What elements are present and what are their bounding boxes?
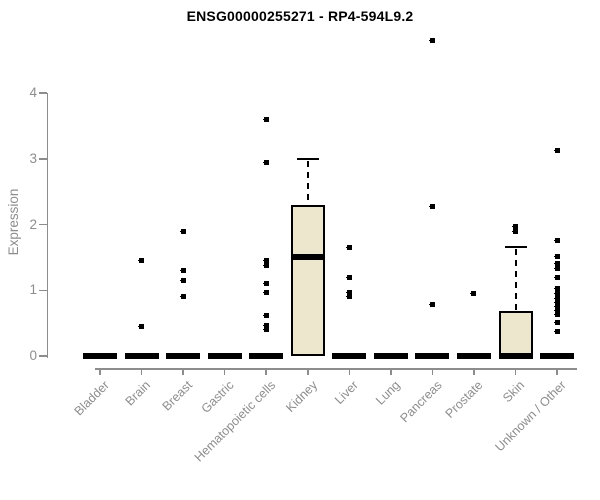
x-tick bbox=[182, 368, 184, 375]
outlier-breast-1 bbox=[180, 268, 186, 274]
outlier-unknown-other-2 bbox=[554, 253, 560, 259]
outlier-unknown-other-9 bbox=[554, 299, 560, 305]
outlier-unknown-other-1 bbox=[554, 238, 560, 244]
chart-title: ENSG00000255271 - RP4-594L9.2 bbox=[186, 8, 414, 24]
outlier-unknown-other-4 bbox=[554, 266, 560, 272]
outlier-hematopoietic-cells-4 bbox=[263, 281, 269, 287]
zero-bar-brain bbox=[124, 353, 159, 359]
x-tick bbox=[514, 368, 517, 375]
outlier-pancreas-1 bbox=[429, 204, 435, 210]
outlier-hematopoietic-cells-0 bbox=[263, 116, 269, 122]
x-axis-label-skin: Skin bbox=[500, 378, 528, 406]
outlier-prostate-0 bbox=[471, 291, 477, 297]
outlier-hematopoietic-cells-7 bbox=[263, 322, 269, 328]
zero-bar-lung bbox=[373, 353, 408, 359]
outlier-brain-1 bbox=[139, 323, 145, 329]
x-tick bbox=[307, 368, 309, 375]
outlier-unknown-other-7 bbox=[554, 291, 560, 297]
outlier-liver-2 bbox=[346, 289, 352, 295]
x-axis-label-prostate: Prostate bbox=[443, 378, 486, 421]
y-tick-label: 4 bbox=[29, 85, 37, 100]
zero-bar-breast bbox=[166, 353, 201, 359]
x-tick bbox=[140, 368, 143, 375]
y-tick-label: 1 bbox=[29, 282, 37, 298]
zero-bar-pancreas bbox=[415, 353, 450, 359]
y-tick bbox=[39, 223, 47, 226]
outlier-hematopoietic-cells-6 bbox=[263, 312, 269, 318]
x-axis-label-hematopoietic-cells: Hematopoietic cells bbox=[191, 378, 279, 465]
x-axis-label-lung: Lung bbox=[373, 378, 403, 408]
y-tick-label: 0 bbox=[29, 348, 37, 363]
outlier-liver-0 bbox=[346, 245, 352, 250]
zero-bar-hematopoietic-cells bbox=[249, 353, 284, 359]
outlier-hematopoietic-cells-3 bbox=[263, 263, 269, 269]
box-skin bbox=[498, 310, 533, 356]
x-axis-label-brain: Brain bbox=[122, 378, 154, 409]
outlier-hematopoietic-cells-5 bbox=[263, 289, 269, 295]
whisker-kidney bbox=[306, 160, 309, 205]
outlier-liver-1 bbox=[346, 274, 352, 280]
outlier-brain-0 bbox=[139, 258, 145, 264]
zero-bar-prostate bbox=[456, 353, 491, 359]
outlier-unknown-other-0 bbox=[554, 147, 560, 153]
whisker-cap-kidney bbox=[296, 157, 319, 160]
outlier-breast-3 bbox=[180, 294, 186, 300]
outlier-pancreas-0 bbox=[429, 37, 435, 43]
zero-bar-liver bbox=[332, 353, 367, 359]
whisker-skin bbox=[514, 248, 517, 311]
zero-bar-unknown-other bbox=[540, 353, 575, 359]
y-tick bbox=[39, 158, 47, 160]
outlier-unknown-other-14 bbox=[554, 328, 560, 334]
x-tick bbox=[99, 368, 101, 375]
outlier-unknown-other-5 bbox=[554, 274, 560, 280]
y-tick-label: 3 bbox=[29, 150, 37, 166]
outlier-pancreas-2 bbox=[429, 302, 435, 308]
outlier-unknown-other-10 bbox=[554, 304, 560, 310]
outlier-unknown-other-6 bbox=[554, 286, 560, 292]
outlier-unknown-other-8 bbox=[554, 295, 560, 301]
x-tick bbox=[265, 368, 267, 375]
outlier-breast-2 bbox=[180, 277, 186, 283]
outlier-hematopoietic-cells-1 bbox=[263, 159, 269, 165]
x-tick bbox=[390, 368, 392, 375]
y-tick bbox=[39, 289, 47, 291]
zero-bar-gastric bbox=[207, 353, 242, 359]
whisker-cap-skin bbox=[504, 245, 527, 249]
outlier-hematopoietic-cells-2 bbox=[263, 258, 269, 264]
x-tick bbox=[556, 368, 558, 375]
outlier-breast-0 bbox=[180, 228, 186, 234]
outlier-unknown-other-13 bbox=[554, 319, 560, 325]
x-axis-line bbox=[95, 368, 577, 370]
median-kidney bbox=[290, 254, 325, 261]
x-axis-label-gastric: Gastric bbox=[198, 378, 237, 416]
outlier-unknown-other-12 bbox=[554, 312, 560, 318]
zero-bar-bladder bbox=[83, 353, 117, 359]
x-axis-label-pancreas: Pancreas bbox=[397, 378, 445, 426]
x-tick bbox=[348, 368, 351, 375]
x-axis-label-liver: Liver bbox=[332, 378, 362, 408]
x-tick bbox=[431, 368, 434, 375]
y-tick-label: 2 bbox=[29, 216, 37, 232]
y-tick bbox=[39, 355, 47, 357]
y-axis-line bbox=[46, 93, 48, 358]
box-kidney bbox=[290, 204, 325, 356]
outlier-skin-1 bbox=[513, 228, 518, 234]
outlier-liver-3 bbox=[346, 294, 352, 300]
x-tick bbox=[223, 368, 226, 375]
outlier-unknown-other-11 bbox=[554, 308, 560, 314]
outlier-hematopoietic-cells-8 bbox=[263, 326, 269, 332]
x-axis-label-bladder: Bladder bbox=[71, 378, 112, 419]
outlier-unknown-other-3 bbox=[554, 261, 560, 267]
x-tick bbox=[473, 368, 475, 375]
x-axis-label-kidney: Kidney bbox=[282, 378, 320, 415]
y-tick bbox=[39, 92, 47, 94]
median-skin bbox=[498, 353, 533, 359]
x-axis-label-breast: Breast bbox=[159, 378, 196, 414]
outlier-skin-0 bbox=[513, 223, 518, 229]
